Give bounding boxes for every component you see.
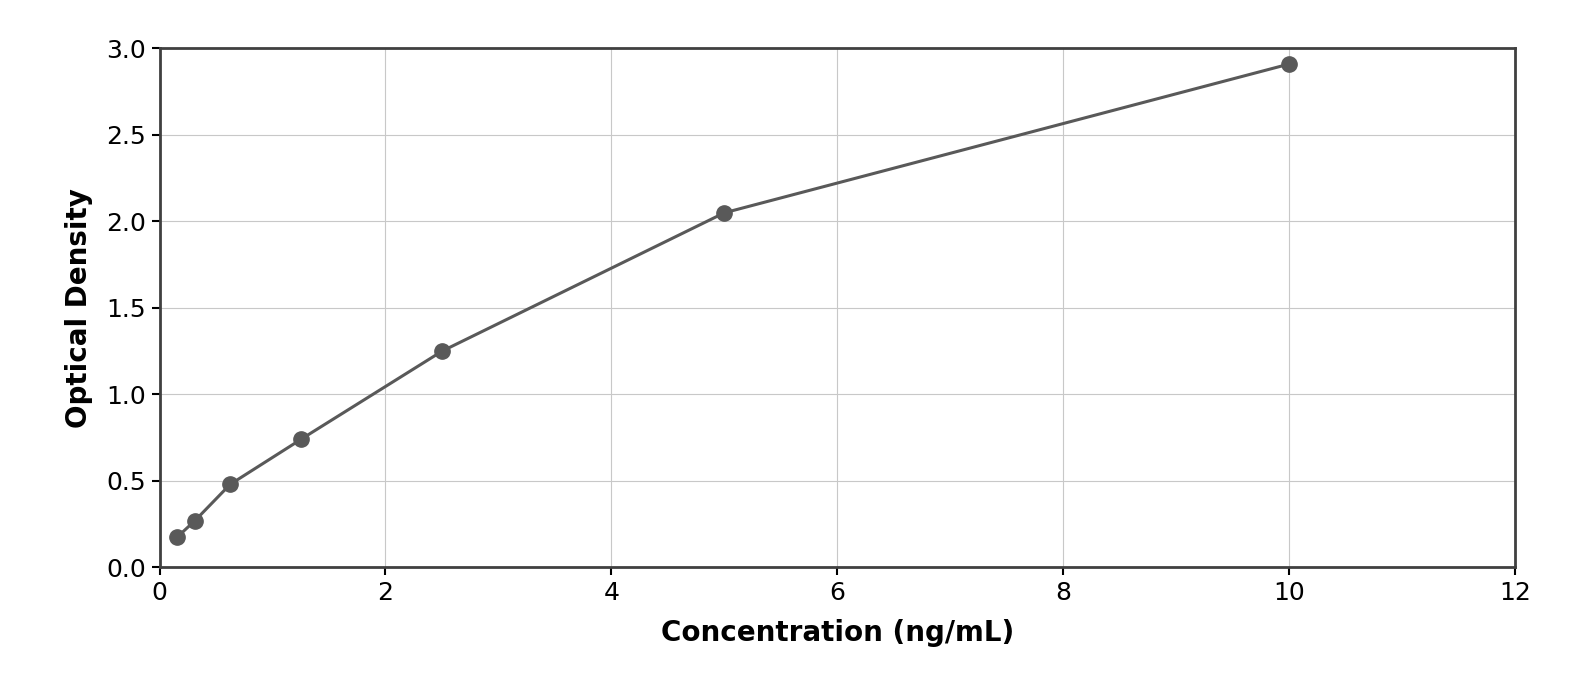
Point [1276,59,1302,70]
Point [164,531,190,543]
Point [711,208,737,219]
Point [429,345,455,357]
Point [217,479,242,490]
Point [182,515,207,526]
Point [289,434,314,445]
Y-axis label: Optical Density: Optical Density [64,188,93,428]
X-axis label: Concentration (ng/mL): Concentration (ng/mL) [660,619,1014,646]
